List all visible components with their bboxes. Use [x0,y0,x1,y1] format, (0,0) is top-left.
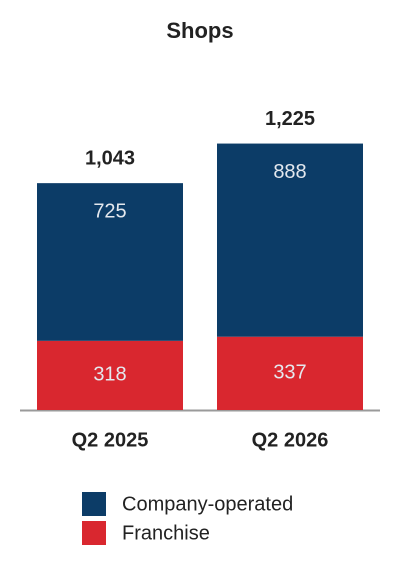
legend-label: Company-operated [122,493,293,515]
bar-segment [217,143,363,337]
bar-segment [217,336,363,410]
data-label: 725 [93,200,126,222]
x-tick-label: Q2 2026 [252,429,329,451]
total-label: 1,043 [85,147,135,169]
data-label: 337 [273,362,306,384]
x-tick-label: Q2 2025 [72,429,149,451]
data-label: 888 [273,161,306,183]
bar-segment [37,340,183,410]
legend-label: Franchise [122,522,210,544]
legend-swatch [82,521,106,545]
legend-swatch [82,492,106,516]
total-label: 1,225 [265,108,315,130]
chart-title: Shops [166,18,233,43]
data-label: 318 [93,364,126,386]
bar-segment [37,183,183,341]
